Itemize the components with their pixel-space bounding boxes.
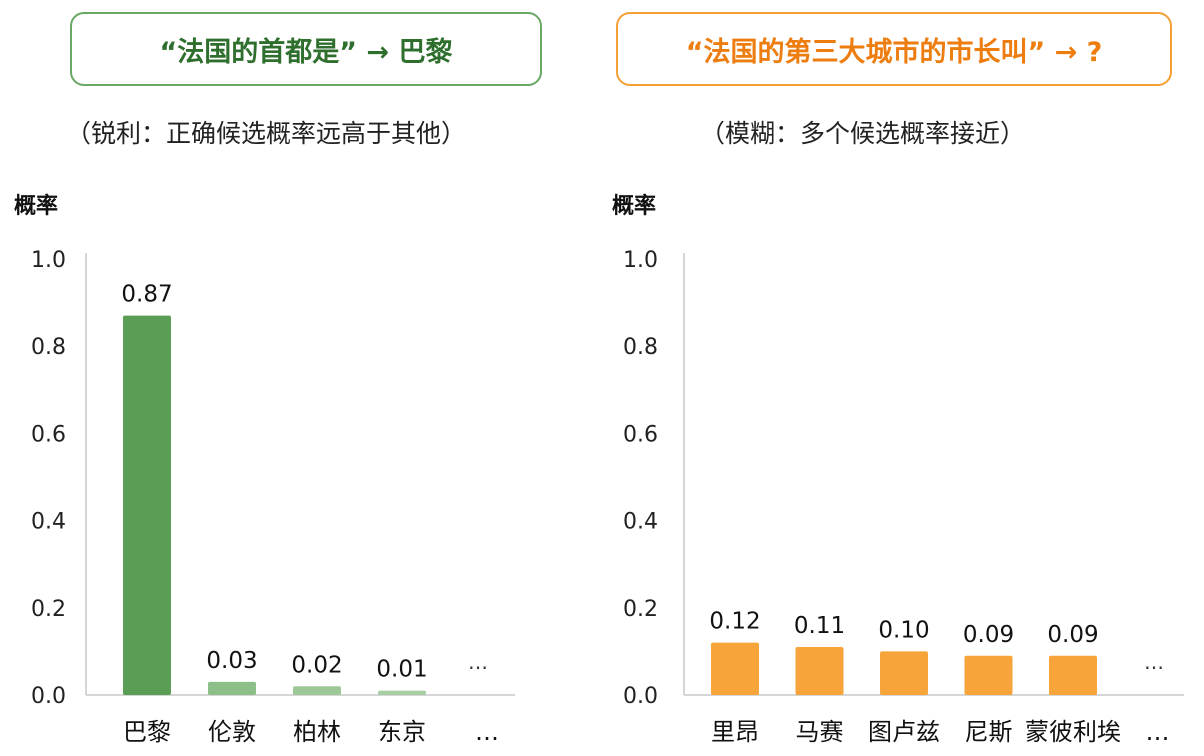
x-tick-label: 里昂: [711, 718, 759, 746]
bar-chart: 0.0 0.2 0.4 0.6 0.8 1.0 0.87 巴黎 0.03 伦敦 0.02 柏林 0.01…: [31, 248, 515, 746]
x-tick-label-ellipsis: …: [1146, 718, 1170, 746]
chart-subtitle: （锐利：正确候选概率远高于其他）: [66, 119, 467, 148]
chart-title: “法国的首都是” → 巴黎: [70, 12, 542, 86]
data-label: 0.01: [376, 657, 427, 683]
x-tick-label: 东京: [378, 718, 426, 746]
x-tick-label: 柏林: [293, 718, 341, 746]
bar: [964, 655, 1013, 695]
ellipsis-mark: …: [1144, 650, 1164, 674]
y-tick-label: 0.4: [623, 510, 658, 535]
y-tick-label: 1.0: [31, 248, 66, 273]
y-tick-label: 0.6: [623, 422, 658, 447]
bar: [795, 647, 844, 695]
x-tick-label: 图卢兹: [868, 718, 940, 746]
bar: [208, 681, 256, 695]
y-tick-label: 0.8: [31, 335, 66, 360]
y-tick-label: 1.0: [623, 248, 658, 273]
data-label: 0.02: [291, 652, 342, 678]
data-label: 0.10: [878, 617, 929, 643]
x-tick-label: 马赛: [796, 718, 844, 746]
bar: [711, 642, 759, 695]
y-axis-label: 概率: [612, 194, 657, 219]
data-label: 0.03: [206, 648, 257, 674]
chart-panel-right: “法国的第三大城市的市长叫” → ? （模糊：多个候选概率接近） 概率 0.0 0…: [602, 0, 1204, 756]
bar: [123, 315, 171, 695]
bar: [880, 651, 928, 695]
data-label: 0.11: [794, 613, 845, 639]
y-tick-label: 0.2: [623, 597, 658, 622]
data-label: 0.87: [121, 282, 172, 308]
y-tick-label: 0.4: [31, 510, 66, 535]
chart-subtitle: （模糊：多个候选概率接近）: [700, 119, 1026, 148]
y-tick-label: 0.0: [623, 684, 658, 709]
bar-chart: 0.0 0.2 0.4 0.6 0.8 1.0 0.12 里昂 0.11 马赛 0.10 图卢兹 0.0…: [623, 248, 1184, 746]
ellipsis-mark: …: [468, 650, 488, 674]
data-label: 0.09: [1047, 622, 1098, 648]
data-label: 0.09: [963, 622, 1014, 648]
y-tick-label: 0.0: [31, 684, 66, 709]
bar: [378, 690, 426, 695]
y-tick-label: 0.2: [31, 597, 66, 622]
y-axis-label: 概率: [14, 194, 59, 219]
x-tick-label: 蒙彼利埃: [1025, 718, 1121, 746]
bar: [293, 686, 341, 695]
x-tick-label-ellipsis: …: [475, 718, 499, 746]
y-tick-label: 0.8: [623, 335, 658, 360]
x-tick-label: 尼斯: [965, 718, 1013, 746]
bar: [1049, 655, 1097, 695]
x-tick-label: 巴黎: [123, 718, 171, 746]
data-label: 0.12: [709, 609, 760, 635]
chart-title: “法国的第三大城市的市长叫” → ?: [616, 12, 1172, 86]
y-tick-label: 0.6: [31, 422, 66, 447]
x-tick-label: 伦敦: [208, 718, 256, 746]
chart-panel-left: “法国的首都是” → 巴黎 （锐利：正确候选概率远高于其他） 概率 0.0 0.2…: [14, 12, 542, 746]
